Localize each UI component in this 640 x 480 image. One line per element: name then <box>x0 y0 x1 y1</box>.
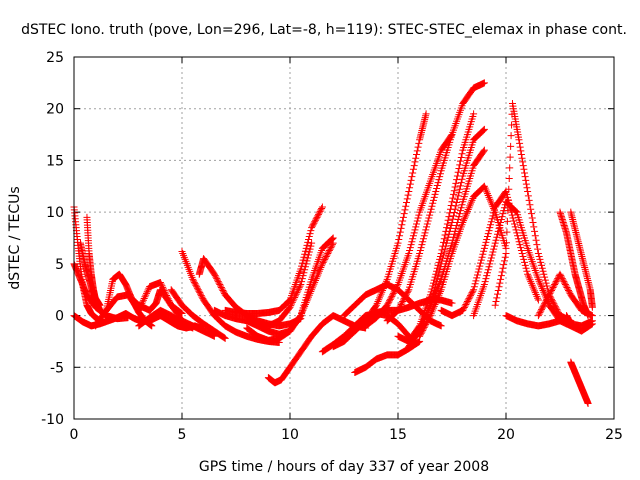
data-point-marker <box>197 290 205 298</box>
data-point-marker <box>142 291 150 299</box>
data-point-marker <box>193 283 201 291</box>
chart-title: dSTEC Iono. truth (pove, Lon=296, Lat=-8… <box>21 22 627 38</box>
data-point-marker <box>217 282 225 290</box>
y-tick-label: 15 <box>46 153 64 169</box>
data-point-marker <box>190 278 198 286</box>
y-tick-label: -5 <box>50 360 64 376</box>
y-axis-label: dSTEC / TECUs <box>7 186 23 289</box>
x-tick-label: 10 <box>281 427 299 443</box>
data-point-marker <box>141 293 149 301</box>
y-tick-label: 10 <box>46 205 64 221</box>
data-point-marker <box>190 277 198 285</box>
data-point-marker <box>215 279 223 287</box>
x-tick-label: 25 <box>605 427 623 443</box>
data-point-marker <box>211 272 219 280</box>
y-tick-label: 25 <box>46 50 64 66</box>
data-point-marker <box>143 288 151 296</box>
y-tick-label: 5 <box>55 257 64 273</box>
data-point-marker <box>156 278 164 286</box>
data-point-marker <box>220 288 228 296</box>
axis-ticks: 0 5 10 15 20 25 -10 -5 0 5 10 15 20 25 <box>41 50 623 443</box>
data-points <box>70 79 596 407</box>
data-point-marker <box>143 289 151 297</box>
x-axis-label: GPS time / hours of day 337 of year 2008 <box>199 459 489 475</box>
data-point-marker <box>217 283 225 291</box>
data-point-marker <box>140 295 148 303</box>
data-point-marker <box>216 281 224 289</box>
data-point-marker <box>189 324 197 332</box>
data-point-marker <box>197 292 205 300</box>
x-tick-label: 15 <box>389 427 407 443</box>
x-tick-label: 0 <box>70 427 79 443</box>
data-point-marker <box>219 286 227 294</box>
data-point-marker <box>214 278 222 286</box>
data-point-marker <box>210 270 218 278</box>
data-point-marker <box>218 285 226 293</box>
data-point-marker <box>139 296 147 304</box>
y-tick-label: 0 <box>55 309 64 325</box>
x-tick-label: 20 <box>497 427 515 443</box>
data-point-marker <box>193 284 201 292</box>
data-point-marker <box>212 273 220 281</box>
x-tick-label: 5 <box>178 427 187 443</box>
data-point-marker <box>220 333 228 341</box>
data-point-marker <box>194 286 202 294</box>
data-point-marker <box>191 280 199 288</box>
data-series <box>178 247 283 346</box>
data-point-marker <box>213 276 221 284</box>
y-tick-label: 20 <box>46 102 64 118</box>
data-point-marker <box>195 287 203 295</box>
data-point-marker <box>221 334 229 342</box>
data-point-marker <box>198 293 206 301</box>
data-series <box>135 306 197 332</box>
data-point-marker <box>144 286 152 294</box>
data-point-marker <box>189 275 197 283</box>
data-series <box>167 286 229 342</box>
data-point-marker <box>213 275 221 283</box>
data-point-marker <box>192 281 200 289</box>
data-point-marker <box>158 282 166 290</box>
data-point-marker <box>157 280 165 288</box>
data-point-marker <box>148 322 156 330</box>
y-tick-label: -10 <box>41 412 64 428</box>
data-series <box>124 286 218 340</box>
data-point-marker <box>220 334 228 342</box>
data-point-marker <box>196 289 204 297</box>
